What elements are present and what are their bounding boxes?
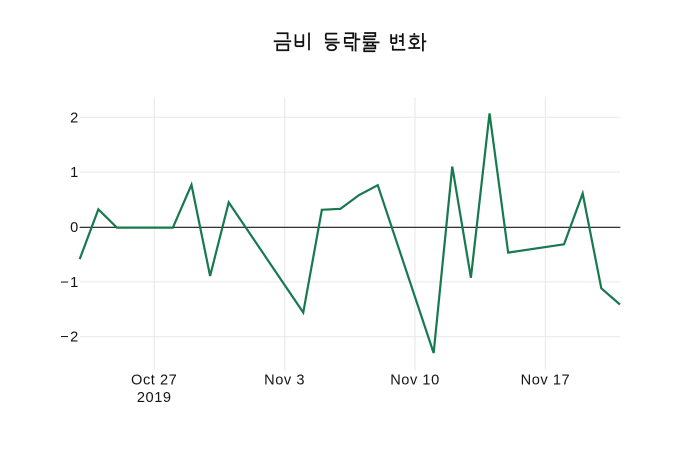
svg-text:1: 1 <box>70 165 80 181</box>
svg-text:2: 2 <box>70 110 80 126</box>
svg-text:Nov 17: Nov 17 <box>521 373 571 389</box>
svg-text:Nov 10: Nov 10 <box>390 373 440 389</box>
svg-text:−1: −1 <box>60 275 80 291</box>
svg-text:−2: −2 <box>60 330 80 346</box>
svg-text:0: 0 <box>70 220 80 236</box>
svg-text:Nov 3: Nov 3 <box>264 373 305 389</box>
svg-text:Oct 27: Oct 27 <box>131 373 177 389</box>
svg-text:2019: 2019 <box>137 390 172 406</box>
